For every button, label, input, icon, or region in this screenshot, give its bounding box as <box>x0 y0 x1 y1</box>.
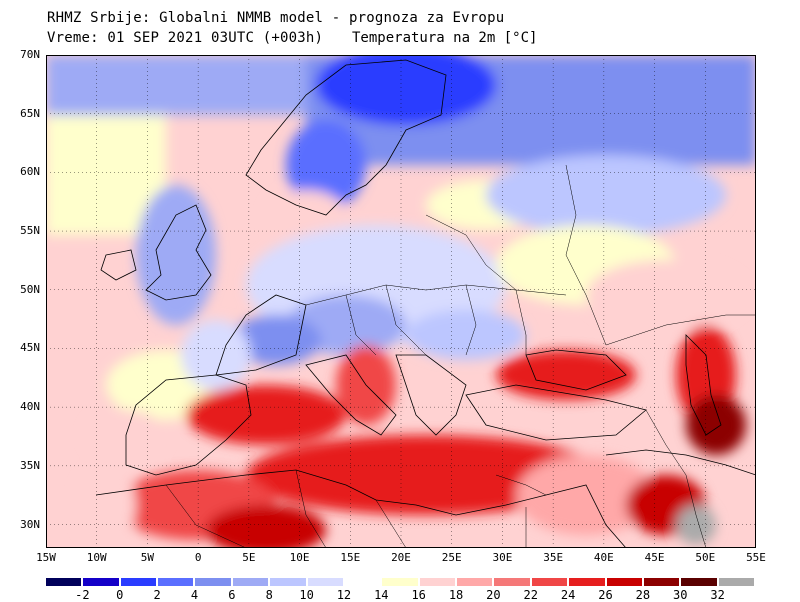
lon-tick-label: 50E <box>695 551 716 564</box>
colorbar-label: 10 <box>299 588 314 602</box>
lat-tick-label: 35N <box>20 458 40 472</box>
lon-tick-label: 10W <box>86 551 107 564</box>
colorbar-label: 24 <box>560 588 576 602</box>
colorbar-swatch <box>120 578 157 586</box>
colorbar-swatch <box>195 578 231 586</box>
colorbar-swatch <box>494 578 530 586</box>
lon-tick-label: 15E <box>340 551 361 564</box>
colorbar-swatch <box>681 578 717 586</box>
colorbar-swatch <box>46 578 82 586</box>
colorbar-label: 22 <box>523 588 538 602</box>
colorbar-label: 4 <box>190 588 199 602</box>
lat-tick-label: 40N <box>20 400 40 414</box>
colorbar-label: 0 <box>116 588 124 602</box>
colorbar-swatch <box>344 578 381 586</box>
colorbar-label: 6 <box>228 588 236 602</box>
colorbar-label: -2 <box>75 588 90 602</box>
lon-tick-label: 40E <box>593 551 614 564</box>
lon-tick-label: 5W <box>140 551 155 564</box>
colorbar-swatch <box>83 578 119 586</box>
colorbar-swatch <box>158 578 194 586</box>
temperature-map <box>46 55 756 548</box>
colorbar-label: 14 <box>374 588 389 602</box>
colorbar-swatch <box>457 578 493 586</box>
colorbar-label: 26 <box>598 588 613 602</box>
lon-tick-label: 5E <box>242 551 256 564</box>
forecast-time: Vreme: 01 SEP 2021 03UTC (+003h) <box>47 30 324 46</box>
colorbar-swatch <box>643 578 680 586</box>
lon-tick-label: 45E <box>644 551 665 564</box>
temperature-field <box>46 55 756 548</box>
map-frame <box>46 55 756 548</box>
colorbar-label: 16 <box>411 588 426 602</box>
colorbar-swatch <box>531 578 568 586</box>
lat-tick-label: 60N <box>20 165 40 179</box>
lat-tick-label: 50N <box>20 282 40 296</box>
colorbar-swatch <box>419 578 456 586</box>
lat-tick-label: 65N <box>20 106 40 120</box>
lat-tick-label: 55N <box>20 224 40 238</box>
lon-tick-label: 35E <box>543 551 564 564</box>
map-title: RHMZ Srbije: Globalni NMMB model - progn… <box>47 10 505 26</box>
lon-tick-label: 30E <box>492 551 513 564</box>
lon-tick-label: 25E <box>441 551 462 564</box>
colorbar-swatch <box>569 578 605 586</box>
colorbar-label: 2 <box>153 588 161 602</box>
colorbar-label: 20 <box>486 588 501 602</box>
colorbar-swatch <box>382 578 418 586</box>
colorbar-label: 30 <box>673 588 688 602</box>
lat-tick-label: 30N <box>20 517 40 531</box>
colorbar-swatch <box>270 578 306 586</box>
lat-tick-label: 45N <box>20 341 40 355</box>
colorbar-swatch <box>232 578 269 586</box>
lon-tick-label: 20E <box>391 551 411 564</box>
colorbar-swatch <box>307 578 343 586</box>
colorbar-label: 32 <box>710 588 725 602</box>
lon-tick-label: 10E <box>289 551 310 564</box>
colorbar-label: 18 <box>448 588 464 602</box>
lon-tick-label: 0 <box>194 551 202 564</box>
colorbar-swatch <box>606 578 642 586</box>
lon-tick-label: 15W <box>36 551 56 564</box>
lat-tick-label: 70N <box>20 48 40 61</box>
colorbar-swatch <box>718 578 754 586</box>
lon-tick-label: 55E <box>746 551 766 564</box>
variable-label: Temperatura na 2m [°C] <box>352 30 538 46</box>
colorbar-label: 8 <box>265 588 273 602</box>
colorbar-label: 12 <box>336 588 352 602</box>
colorbar-label: 28 <box>635 588 651 602</box>
